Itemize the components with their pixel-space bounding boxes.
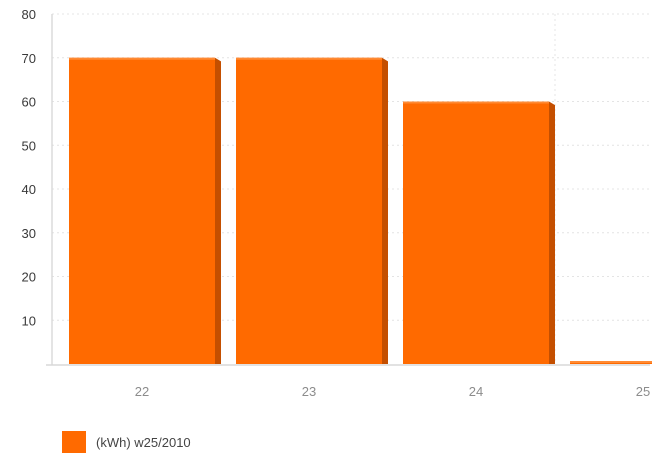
y-tick-label: 10 bbox=[22, 313, 36, 328]
y-tick-label: 20 bbox=[22, 270, 36, 285]
bar-front bbox=[69, 57, 215, 364]
bar-top bbox=[69, 57, 215, 60]
y-tick-label: 80 bbox=[22, 7, 36, 22]
x-tick-label: 22 bbox=[135, 384, 149, 399]
x-axis-tick-labels: 22 23 24 25 bbox=[135, 384, 650, 399]
bar bbox=[403, 101, 555, 364]
bar bbox=[69, 57, 221, 364]
axes bbox=[46, 14, 650, 366]
x-tick-label: 24 bbox=[469, 384, 483, 399]
bar-top bbox=[570, 361, 652, 363]
legend: (kWh) w25/2010 bbox=[62, 430, 191, 454]
y-tick-label: 50 bbox=[22, 138, 36, 153]
y-axis-tick-labels: 10 20 30 40 50 60 70 80 bbox=[22, 7, 36, 328]
legend-swatch bbox=[62, 431, 86, 453]
bars bbox=[69, 57, 652, 364]
y-tick-label: 60 bbox=[22, 95, 36, 110]
y-tick-label: 30 bbox=[22, 226, 36, 241]
bar-front bbox=[236, 57, 382, 364]
bar-front bbox=[403, 101, 549, 364]
bar bbox=[236, 57, 388, 364]
bar-top bbox=[236, 57, 382, 60]
x-tick-label: 25 bbox=[636, 384, 650, 399]
bar bbox=[570, 361, 652, 364]
legend-label: (kWh) w25/2010 bbox=[96, 434, 191, 450]
bar-side bbox=[215, 57, 221, 364]
bar-side bbox=[382, 57, 388, 364]
y-tick-label: 40 bbox=[22, 182, 36, 197]
bar-side bbox=[549, 101, 555, 364]
bar-top bbox=[403, 101, 549, 104]
x-tick-label: 23 bbox=[302, 384, 316, 399]
y-tick-label: 70 bbox=[22, 51, 36, 66]
